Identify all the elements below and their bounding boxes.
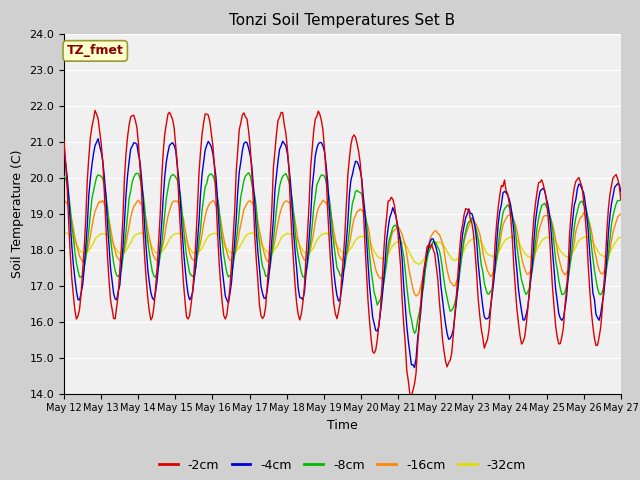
Text: TZ_fmet: TZ_fmet (67, 44, 124, 58)
Y-axis label: Soil Temperature (C): Soil Temperature (C) (11, 149, 24, 278)
Title: Tonzi Soil Temperatures Set B: Tonzi Soil Temperatures Set B (229, 13, 456, 28)
Legend: -2cm, -4cm, -8cm, -16cm, -32cm: -2cm, -4cm, -8cm, -16cm, -32cm (154, 454, 531, 477)
X-axis label: Time: Time (327, 419, 358, 432)
